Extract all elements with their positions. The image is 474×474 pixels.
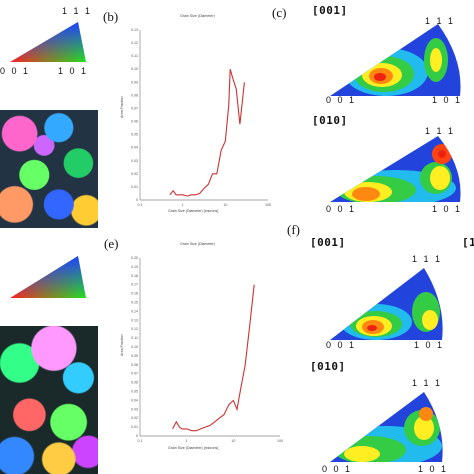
pf-f1-top-label: 1 1 1 [412,254,443,264]
pf-f2-left-label: 0 0 1 [322,464,353,474]
pole-label-f-001: [001] [310,236,346,249]
chart-b-title: Grain Size (Diameter) [180,14,215,18]
chart-e-ytick-label: 0.19 [131,265,138,269]
chart-b-ytick-label: 0.01 [131,185,138,189]
chart-e: Grain Size (Diameter) Area Fraction Grai… [110,236,290,458]
chart-e-ytick-label: 0.17 [131,283,138,287]
panel-label-b: (b) [103,9,119,24]
chart-b-ytick-label: 0 [136,198,138,202]
panel-label-e: (e) [104,236,119,251]
chart-e-title: Grain Size (Diameter) [180,242,215,246]
triangle-label-top: 1 1 1 [62,6,93,16]
chart-e-plot: 0 0.01 0.02 0.03 0.04 0.05 0.06 0.07 0.08 0.09 0.1… [131,256,283,443]
pole-label-c-001: [001] [312,4,348,17]
chart-e-ytick-label: 0.15 [131,301,138,305]
pf-f1-left-label: 0 0 1 [326,340,357,350]
pole-figure-f-010 [330,392,443,462]
pf-c1-right-label: 1 0 1 [432,95,463,105]
chart-b-ytick-label: 0.05 [131,133,138,137]
chart-e-ytick-label: 0 [136,434,138,438]
ipf-color-triangle-a [10,22,86,62]
chart-e-xlabel: Grain Size (Diameter) [microns] [168,446,219,450]
chart-e-ytick-label: 0.12 [131,327,138,331]
chart-b-ytick-label: 0.07 [131,106,138,110]
chart-e-ytick-label: 0.20 [131,256,138,260]
chart-b-xtick-label: 10 [223,203,227,207]
pf-c1-left-label: 0 0 1 [326,95,357,105]
chart-e-xtick-label: 100 [277,439,283,443]
chart-e-ytick-label: 0.07 [131,372,138,376]
panel-label-c: (c) [272,5,287,20]
pole-label-f-010: [010] [310,360,346,373]
chart-b-ytick-label: 0.13 [131,28,138,32]
chart-e-ytick-label: 0.11 [131,336,138,340]
pf-f1-right-label: 1 0 1 [414,340,445,350]
chart-e-ytick-label: 0.16 [131,292,138,296]
triangle-label-right: 1 0 1 [58,66,89,76]
chart-e-ytick-label: 0.09 [131,354,138,358]
panel-label-f: (f) [287,222,300,237]
pf-c1-top-label: 1 1 1 [425,16,456,26]
chart-e-xtick-label: 10 [231,439,235,443]
pole-figure-f-001 [330,268,443,340]
ebsd-map-a [0,110,98,228]
pole-figure-c-010 [330,136,461,202]
pole-label-c-010: [010] [312,114,348,127]
chart-b: Grain Size (Diameter) Area Fraction Grai… [110,8,280,218]
chart-e-xtick-label: 1 [186,439,188,443]
chart-e-xtick-label: 0.1 [138,439,143,443]
pole-figure-c-001 [330,24,461,96]
chart-e-ytick-label: 0.01 [131,425,138,429]
pf-f2-top-label: 1 1 1 [412,378,443,388]
chart-b-ytick-label: 0.11 [131,54,138,58]
chart-b-ytick-label: 0.08 [131,93,138,97]
ipf-legend-a: 1 1 1 0 0 1 1 0 1 [0,0,96,78]
chart-e-series-line [172,284,255,432]
pole-label-f-cut: [1 [462,236,474,249]
chart-b-xtick-label: 100 [265,203,271,207]
triangle-label-left: 0 0 1 [0,66,31,76]
chart-e-ytick-label: 0.14 [131,309,138,313]
chart-b-ytick-label: 0.06 [131,120,138,124]
ipf-color-triangle-d [10,256,86,298]
pf-c2-left-label: 0 0 1 [326,204,357,214]
chart-b-ytick-label: 0.12 [131,41,138,45]
chart-b-xtick-label: 0.1 [138,203,143,207]
chart-e-ytick-label: 0.08 [131,363,138,367]
chart-e-ytick-label: 0.03 [131,407,138,411]
chart-e-ytick-label: 0.05 [131,390,138,394]
chart-e-ytick-label: 0.18 [131,274,138,278]
chart-e-ytick-label: 0.06 [131,381,138,385]
chart-e-ytick-label: 0.13 [131,318,138,322]
chart-b-ytick-label: 0.02 [131,172,138,176]
pf-c2-right-label: 1 0 1 [432,204,463,214]
chart-b-xlabel: Grain Size (Diameter) [microns] [168,209,219,213]
ipf-legend-d [0,240,96,310]
pf-f2-right-label: 1 0 1 [418,464,449,474]
chart-b-ytick-label: 0.09 [131,80,138,84]
chart-b-ytick-label: 0.04 [131,146,138,150]
chart-e-ytick-label: 0.04 [131,398,138,402]
ebsd-map-d [0,326,98,474]
chart-b-ytick-label: 0.03 [131,159,138,163]
chart-e-ytick-label: 0.10 [131,345,138,349]
chart-b-ytick-label: 0.10 [131,67,138,71]
chart-e-ytick-label: 0.02 [131,416,138,420]
pf-c2-top-label: 1 1 1 [425,126,456,136]
chart-b-plot: 0 0.01 0.02 0.03 0.04 0.05 0.06 0.07 0.08 0.09 0.1… [131,28,271,207]
chart-b-series-line [169,69,245,197]
chart-b-xtick-label: 1 [182,203,184,207]
